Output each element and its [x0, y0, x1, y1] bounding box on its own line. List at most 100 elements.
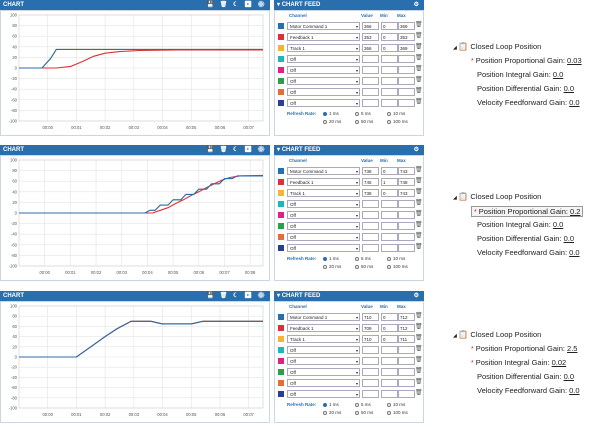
channel-select[interactable]: Off ▾: [287, 99, 360, 107]
trash-icon[interactable]: 🗑: [415, 99, 423, 105]
radio-button[interactable]: [355, 410, 359, 415]
channel-select[interactable]: Feedback 1 ▾: [287, 324, 360, 332]
channel-select[interactable]: Off ▾: [287, 233, 360, 241]
refresh-rate-option[interactable]: 20 ms: [323, 119, 341, 124]
gear-icon[interactable]: ⚙: [413, 147, 421, 153]
trash-icon[interactable]: 🗑: [415, 189, 423, 195]
trash-icon[interactable]: 🗑: [415, 357, 423, 363]
channel-select[interactable]: Off ▾: [287, 390, 360, 398]
settings-item[interactable]: * Position Proportional Gain: 0.2: [471, 206, 584, 217]
settings-item[interactable]: * Position Proportional Gain: 2.5: [471, 344, 577, 353]
radio-button[interactable]: [387, 119, 391, 124]
trash-icon[interactable]: 🗑: [415, 33, 423, 39]
radio-button[interactable]: [323, 402, 327, 407]
trash-icon[interactable]: 🗑: [415, 368, 423, 374]
channel-select[interactable]: Motor Command 1 ▾: [287, 167, 360, 175]
channel-select[interactable]: Track 1 ▾: [287, 189, 360, 197]
trash-icon[interactable]: 🗑: [415, 313, 423, 319]
refresh-rate-option[interactable]: 10 ms: [387, 111, 405, 116]
refresh-rate-option[interactable]: 100 ms: [387, 264, 408, 269]
settings-item[interactable]: Position Differential Gain: 0.0: [477, 372, 574, 381]
settings-group-header[interactable]: ◢ 📋 Closed Loop Position: [453, 330, 541, 339]
collapse-icon[interactable]: ▾: [277, 293, 281, 299]
trash-icon[interactable]: 🗑: [415, 44, 423, 50]
gear-icon[interactable]: ⚙: [413, 293, 421, 299]
radio-button[interactable]: [387, 402, 391, 407]
radio-button[interactable]: [323, 256, 327, 261]
trash-icon[interactable]: 🗑: [415, 22, 423, 28]
channel-select[interactable]: Off ▾: [287, 368, 360, 376]
channel-color-swatch[interactable]: [278, 56, 284, 62]
chart-toolbar-icons[interactable]: 💾 🗑 ☾ ▶ ⚙: [206, 293, 267, 299]
settings-item-value[interactable]: 0.03: [567, 56, 582, 65]
collapse-icon[interactable]: ▾: [277, 147, 281, 153]
channel-color-swatch[interactable]: [278, 369, 284, 375]
refresh-rate-option[interactable]: 100 ms: [387, 119, 408, 124]
channel-select[interactable]: Off ▾: [287, 88, 360, 96]
trash-icon[interactable]: 🗑: [415, 167, 423, 173]
chart-toolbar-icons[interactable]: 💾 🗑 ☾ ▶ ⚙: [206, 2, 267, 8]
settings-item-value[interactable]: 0.0: [563, 84, 575, 93]
trash-icon[interactable]: 🗑: [415, 178, 423, 184]
radio-button[interactable]: [323, 264, 327, 269]
channel-color-swatch[interactable]: [278, 325, 284, 331]
channel-select[interactable]: Off ▾: [287, 357, 360, 365]
channel-color-swatch[interactable]: [278, 78, 284, 84]
channel-color-swatch[interactable]: [278, 89, 284, 95]
channel-color-swatch[interactable]: [278, 347, 284, 353]
settings-item-value[interactable]: 0.0: [552, 220, 564, 229]
refresh-rate-option[interactable]: 10 ms: [387, 402, 405, 407]
settings-item[interactable]: * Position Proportional Gain: 0.03: [471, 56, 582, 65]
settings-item[interactable]: Position Integral Gain: 0.0: [477, 220, 563, 229]
radio-button[interactable]: [387, 410, 391, 415]
radio-button[interactable]: [355, 264, 359, 269]
radio-button[interactable]: [355, 119, 359, 124]
channel-color-swatch[interactable]: [278, 234, 284, 240]
collapse-triangle-icon[interactable]: ◢: [453, 333, 459, 339]
refresh-rate-option[interactable]: 20 ms: [323, 410, 341, 415]
trash-icon[interactable]: 🗑: [415, 66, 423, 72]
collapse-icon[interactable]: ▾: [277, 2, 281, 8]
trash-icon[interactable]: 🗑: [415, 88, 423, 94]
trash-icon[interactable]: 🗑: [415, 324, 423, 330]
radio-button[interactable]: [387, 256, 391, 261]
channel-color-swatch[interactable]: [278, 100, 284, 106]
channel-color-swatch[interactable]: [278, 380, 284, 386]
channel-color-swatch[interactable]: [278, 336, 284, 342]
channel-color-swatch[interactable]: [278, 245, 284, 251]
channel-color-swatch[interactable]: [278, 314, 284, 320]
refresh-rate-option[interactable]: 5 ms: [355, 111, 371, 116]
settings-item-value[interactable]: 0.0: [569, 98, 580, 107]
refresh-rate-option[interactable]: 5 ms: [355, 256, 371, 261]
channel-select[interactable]: Feedback 1 ▾: [287, 178, 360, 186]
refresh-rate-option[interactable]: 1 ms: [323, 111, 339, 116]
channel-select[interactable]: Feedback 1 ▾: [287, 33, 360, 41]
trash-icon[interactable]: 🗑: [415, 55, 423, 61]
trash-icon[interactable]: 🗑: [415, 200, 423, 206]
refresh-rate-option[interactable]: 50 ms: [355, 264, 373, 269]
gear-icon[interactable]: ⚙: [413, 2, 421, 8]
channel-color-swatch[interactable]: [278, 212, 284, 218]
collapse-triangle-icon[interactable]: ◢: [453, 195, 459, 201]
settings-item-value[interactable]: 0.02: [551, 358, 567, 367]
channel-color-swatch[interactable]: [278, 34, 284, 40]
trash-icon[interactable]: 🗑: [415, 211, 423, 217]
channel-select[interactable]: Motor Command 1 ▾: [287, 22, 360, 30]
channel-color-swatch[interactable]: [278, 23, 284, 29]
settings-item-value[interactable]: 0.0: [552, 70, 564, 79]
channel-select[interactable]: Off ▾: [287, 379, 360, 387]
channel-select[interactable]: Off ▾: [287, 77, 360, 85]
collapse-triangle-icon[interactable]: ◢: [453, 45, 459, 51]
channel-select[interactable]: Off ▾: [287, 200, 360, 208]
settings-item-value[interactable]: 0.0: [563, 234, 575, 243]
trash-icon[interactable]: 🗑: [415, 346, 423, 352]
settings-item-value[interactable]: 0.0: [569, 386, 580, 395]
trash-icon[interactable]: 🗑: [415, 77, 423, 83]
settings-item[interactable]: Velocity Feedforward Gain: 0.0: [477, 98, 580, 107]
channel-select[interactable]: Off ▾: [287, 66, 360, 74]
refresh-rate-option[interactable]: 100 ms: [387, 410, 408, 415]
refresh-rate-option[interactable]: 5 ms: [355, 402, 371, 407]
channel-select[interactable]: Off ▾: [287, 55, 360, 63]
radio-button[interactable]: [355, 402, 359, 407]
radio-button[interactable]: [387, 111, 391, 116]
